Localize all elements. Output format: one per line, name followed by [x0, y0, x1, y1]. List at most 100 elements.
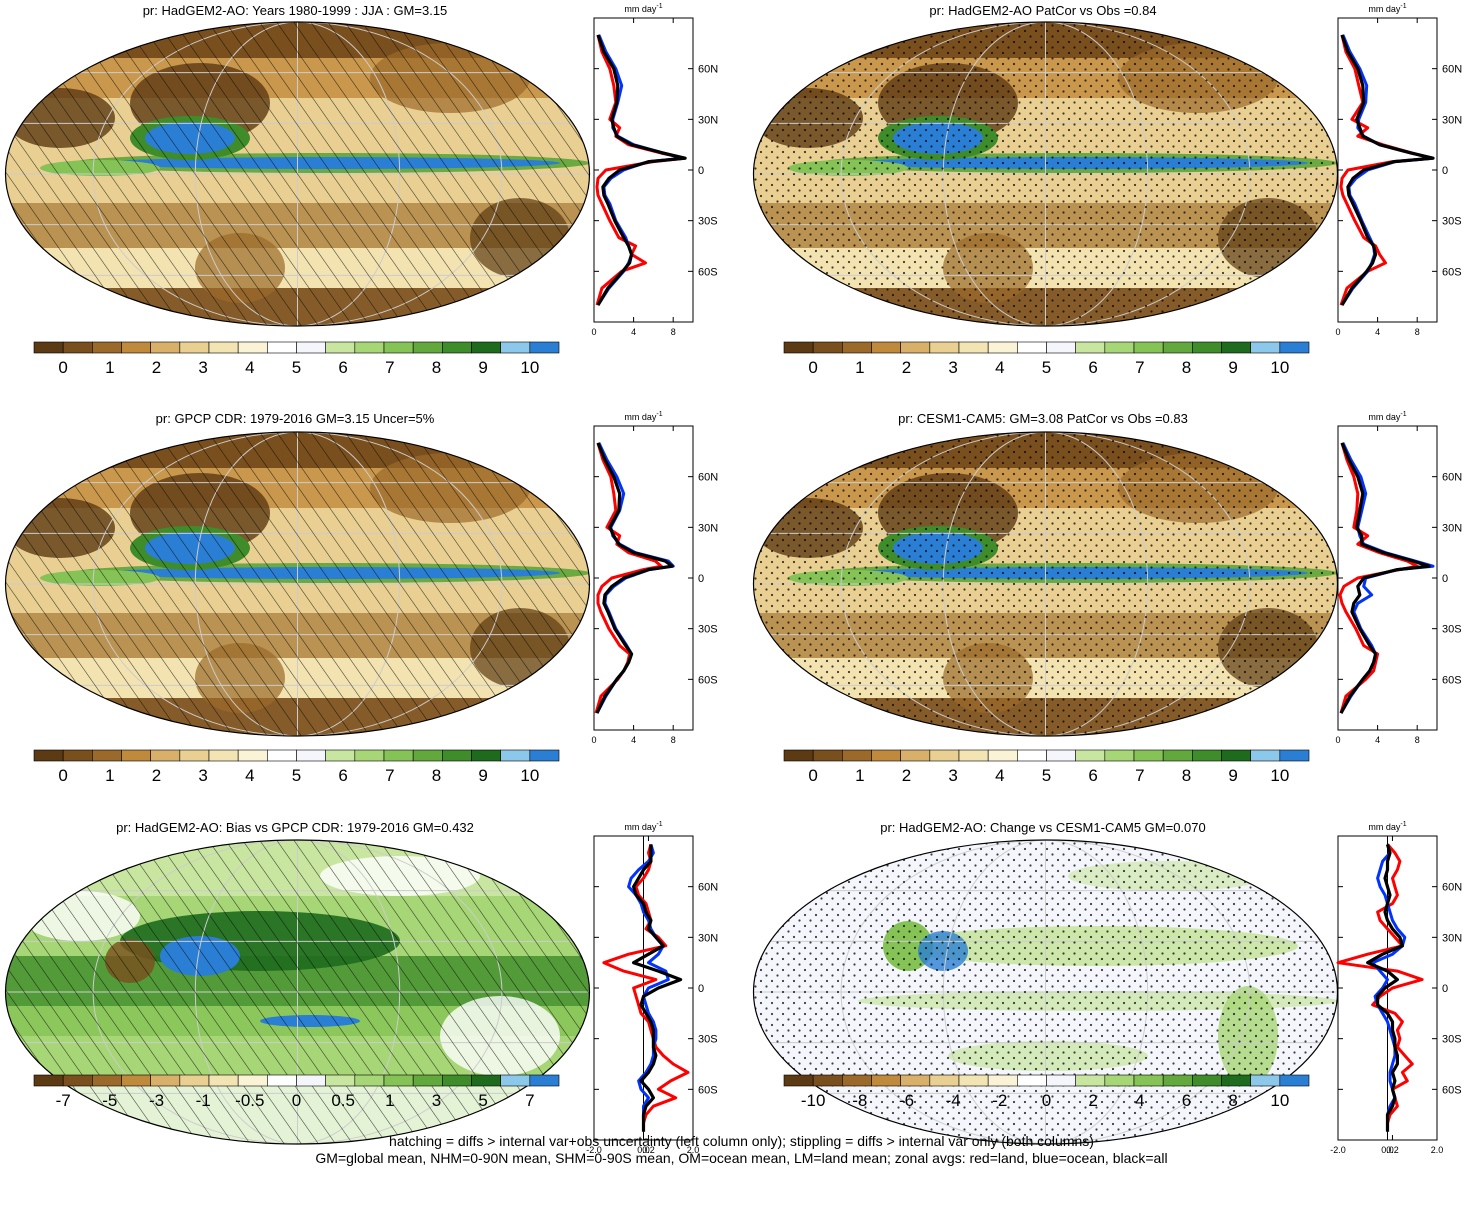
- series-line-all: [596, 34, 687, 306]
- colorbar-label: 1: [105, 766, 114, 785]
- y-tick-label: 30N: [1442, 932, 1462, 944]
- colorbar: -10 -8 -6 -4 -2 0 2 4 6 8 10: [783, 1074, 1310, 1110]
- colorbar-swatch: [1250, 1074, 1281, 1087]
- colorbar-label: -8: [852, 1091, 867, 1110]
- colorbar-swatch: [208, 1074, 239, 1087]
- colorbar-swatch: [92, 749, 122, 762]
- colorbar-label: 10: [1270, 766, 1289, 785]
- colorbar-swatch: [987, 341, 1018, 354]
- series-line-all: [631, 844, 683, 1132]
- y-tick-label: 30S: [698, 1034, 718, 1046]
- colorbar-label: 5: [1042, 766, 1051, 785]
- colorbar-swatch: [500, 1074, 531, 1087]
- colorbar-swatch: [500, 341, 531, 354]
- colorbar-label: 1: [385, 1091, 394, 1110]
- colorbar-swatch: [500, 749, 531, 762]
- colorbar-swatch: [296, 749, 326, 762]
- y-tick-label: 60N: [1442, 472, 1462, 484]
- y-tick-label: 30N: [1442, 114, 1462, 126]
- colorbar-swatch: [929, 341, 960, 354]
- colorbar-swatch: [1075, 749, 1106, 762]
- x-tick-label: 0: [1335, 735, 1340, 745]
- map-outline: [4, 431, 591, 737]
- y-tick-label: 60N: [698, 64, 718, 76]
- colorbar-swatch: [92, 1074, 122, 1087]
- colorbar-label: 4: [995, 358, 1004, 377]
- colorbar-swatch: [296, 341, 326, 354]
- x-tick-label: 8: [1415, 327, 1420, 337]
- y-tick-label: 0: [698, 983, 704, 995]
- colorbar: 0 1 2 3 4 5 6 7 8 9 10: [783, 749, 1310, 785]
- precip-map: [752, 431, 1339, 737]
- stippling-overlay: [753, 432, 1338, 736]
- colorbar-label: 9: [478, 766, 487, 785]
- colorbar-swatch: [1279, 341, 1310, 354]
- colorbar-label: 0: [808, 766, 817, 785]
- y-tick-label: 60S: [698, 266, 718, 278]
- x-tick-label: 8: [671, 735, 676, 745]
- y-tick-label: 60N: [1442, 882, 1462, 894]
- y-tick-label: 30S: [698, 216, 718, 228]
- y-tick-label: 60N: [698, 472, 718, 484]
- colorbar-swatch: [842, 749, 872, 762]
- colorbar-swatch: [237, 341, 268, 354]
- colorbar-swatch: [1162, 341, 1193, 354]
- colorbar-label: 1: [105, 358, 114, 377]
- colorbar-label: 3: [198, 358, 207, 377]
- colorbar-label: 6: [1088, 358, 1097, 377]
- colorbar-swatch: [1192, 749, 1222, 762]
- y-tick-label: 0: [1442, 983, 1448, 995]
- y-tick-label: 30N: [698, 932, 718, 944]
- precip-map: [4, 839, 591, 1145]
- colorbar-swatch: [412, 1074, 443, 1087]
- colorbar-swatch: [267, 749, 297, 762]
- x-tick-label: -2.0: [586, 1145, 602, 1155]
- colorbar-label: 4: [995, 766, 1004, 785]
- y-tick-label: 60S: [1442, 674, 1462, 686]
- colorbar-label: 0.5: [331, 1091, 355, 1110]
- colorbar-swatch: [1221, 341, 1251, 354]
- colorbar-swatch: [150, 749, 181, 762]
- colorbar-swatch: [62, 749, 93, 762]
- zonal-mean-chart: mm day-1 60N 30N 0 30S 60S 0 4 8: [1335, 411, 1462, 745]
- footnote-line-1: hatching = diffs > internal var+obs unce…: [389, 1133, 1094, 1149]
- colorbar-label: 4: [245, 358, 254, 377]
- y-tick-label: 60S: [698, 1084, 718, 1096]
- colorbar-swatch: [900, 1074, 931, 1087]
- colorbar-swatch: [62, 1074, 93, 1087]
- y-tick-label: 30N: [698, 522, 718, 534]
- x-tick-label: 2.0: [687, 1145, 700, 1155]
- precip-map: [752, 21, 1339, 327]
- colorbar-label: 8: [1182, 766, 1191, 785]
- y-tick-label: 0: [1442, 573, 1448, 585]
- colorbar-swatch: [1104, 749, 1135, 762]
- colorbar-swatch: [208, 341, 239, 354]
- colorbar-label: 0: [1042, 1091, 1051, 1110]
- x-tick-label: 4: [1375, 735, 1380, 745]
- x-tick-label: 0.0: [1381, 1145, 1394, 1155]
- colorbar-swatch: [412, 341, 443, 354]
- panel-title: pr: GPCP CDR: 1979-2016 GM=3.15 Uncer=5%: [155, 411, 435, 426]
- colorbar-swatch: [62, 341, 93, 354]
- colorbar-label: 3: [948, 766, 957, 785]
- colorbar-swatch: [900, 749, 931, 762]
- precip-map: [4, 431, 591, 737]
- panel-title: pr: CESM1-CAM5: GM=3.08 PatCor vs Obs =0…: [898, 411, 1188, 426]
- x-axis-unit: mm day-1: [624, 411, 662, 422]
- hatching-overlay: [5, 22, 590, 326]
- y-tick-label: 60S: [698, 674, 718, 686]
- colorbar-swatch: [1250, 749, 1281, 762]
- colorbar-swatch: [900, 341, 931, 354]
- x-tick-label: 0: [591, 327, 596, 337]
- colorbar-label: 0: [58, 358, 67, 377]
- colorbar-swatch: [871, 749, 901, 762]
- x-tick-label: 8: [1415, 735, 1420, 745]
- zonal-mean-chart: mm day-1 60N 30N 0 30S 60S 0 4 8: [1335, 3, 1462, 337]
- colorbar-swatch: [121, 749, 151, 762]
- colorbar-swatch: [471, 341, 501, 354]
- colorbar-swatch: [958, 341, 989, 354]
- panel-title: pr: HadGEM2-AO: Years 1980-1999 : JJA : …: [142, 3, 448, 18]
- y-tick-label: 0: [1442, 165, 1448, 177]
- colorbar-swatch: [150, 1074, 181, 1087]
- colorbar-swatch: [179, 749, 210, 762]
